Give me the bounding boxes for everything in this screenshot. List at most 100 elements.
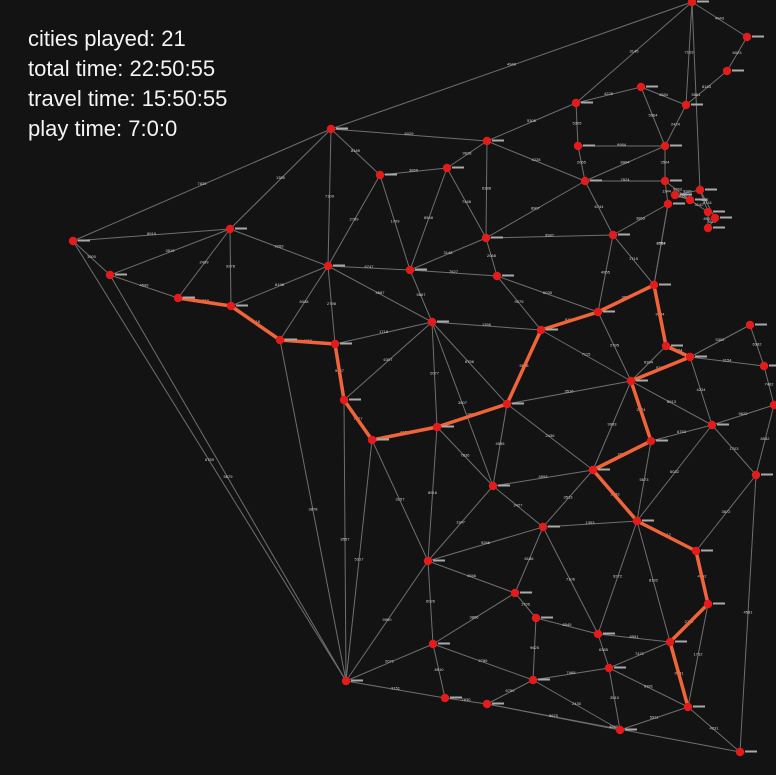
city-marker[interactable] (330, 339, 340, 349)
road-distance-label: 6394 (644, 360, 654, 365)
city-marker[interactable] (661, 341, 671, 351)
city-marker[interactable] (68, 236, 78, 246)
city-marker[interactable] (769, 400, 776, 410)
city-marker[interactable] (742, 32, 752, 42)
city-marker[interactable] (339, 395, 349, 405)
city-marker[interactable] (687, 0, 697, 7)
city-marker[interactable] (703, 223, 713, 233)
play-time-stat: play time: 7:0:0 (28, 116, 178, 141)
city-marker[interactable] (481, 233, 491, 243)
road-edge (330, 128, 488, 142)
road-edge (612, 234, 655, 286)
city-marker[interactable] (632, 516, 642, 526)
city-name-label (680, 193, 692, 196)
road-edge (640, 86, 666, 147)
road-distance-label: 4593 (539, 474, 549, 479)
city-marker[interactable] (615, 725, 625, 735)
road-distance-label: 3157 (396, 497, 406, 502)
city-marker[interactable] (571, 98, 581, 108)
city-marker[interactable] (703, 207, 713, 217)
city-marker[interactable] (751, 470, 761, 480)
city-marker[interactable] (608, 230, 618, 240)
road-edge (699, 189, 716, 219)
city-marker[interactable] (531, 613, 541, 623)
city-marker[interactable] (482, 136, 492, 146)
city-marker[interactable] (670, 190, 680, 200)
city-marker[interactable] (580, 176, 590, 186)
city-marker[interactable] (710, 213, 720, 223)
city-marker[interactable] (326, 124, 336, 134)
city-marker[interactable] (593, 307, 603, 317)
city-marker[interactable] (488, 481, 498, 491)
city-marker[interactable] (636, 82, 646, 92)
road-edge (612, 203, 669, 236)
city-marker[interactable] (482, 699, 492, 709)
city-marker[interactable] (341, 676, 351, 686)
city-marker[interactable] (707, 420, 717, 430)
city-marker[interactable] (663, 199, 673, 209)
city-marker[interactable] (536, 325, 546, 335)
city-marker[interactable] (665, 637, 675, 647)
city-marker[interactable] (745, 320, 755, 330)
road-edge (691, 1, 701, 191)
city-marker[interactable] (375, 170, 385, 180)
city-marker[interactable] (735, 747, 745, 757)
road-distance-label: 9628 (463, 151, 473, 156)
city-marker[interactable] (226, 301, 236, 311)
city-marker[interactable] (423, 556, 433, 566)
road-distance-label: 8545 (563, 622, 573, 627)
road-distance-label: 6032 (670, 469, 680, 474)
city-marker[interactable] (703, 599, 713, 609)
city-marker[interactable] (367, 435, 377, 445)
city-marker[interactable] (604, 663, 614, 673)
city-marker[interactable] (593, 629, 603, 639)
city-marker[interactable] (538, 522, 548, 532)
road-edge (432, 592, 516, 645)
city-marker[interactable] (405, 265, 415, 275)
city-marker[interactable] (225, 224, 235, 234)
city-marker[interactable] (695, 185, 705, 195)
city-marker[interactable] (646, 436, 656, 446)
city-marker[interactable] (588, 465, 598, 475)
city-marker[interactable] (759, 361, 769, 371)
city-marker[interactable] (173, 293, 183, 303)
city-marker[interactable] (683, 702, 693, 712)
city-marker[interactable] (573, 141, 583, 151)
road-edge (640, 86, 687, 106)
city-marker[interactable] (685, 352, 695, 362)
road-edge (109, 274, 347, 682)
city-marker[interactable] (685, 195, 695, 205)
city-marker[interactable] (691, 546, 701, 556)
city-marker[interactable] (722, 66, 732, 76)
road-edge (608, 641, 671, 669)
city-marker[interactable] (105, 270, 115, 280)
city-name-label (581, 101, 593, 104)
road-distance-label: 3504 (661, 160, 671, 165)
road-edge (542, 469, 594, 528)
city-marker[interactable] (440, 693, 450, 703)
road-distance-label: 2068 (487, 253, 497, 258)
road-distance-label: 4943 (715, 16, 725, 21)
city-marker[interactable] (442, 163, 452, 173)
city-marker[interactable] (492, 271, 502, 281)
city-marker[interactable] (275, 335, 285, 345)
road-edge (711, 424, 757, 476)
city-marker[interactable] (427, 317, 437, 327)
city-marker[interactable] (432, 422, 442, 432)
city-marker[interactable] (323, 261, 333, 271)
city-marker[interactable] (660, 176, 670, 186)
road-edge (506, 403, 594, 471)
road-distance-label: 9625 (530, 645, 540, 650)
city-marker[interactable] (626, 376, 636, 386)
city-marker[interactable] (660, 141, 670, 151)
city-name-label (438, 642, 450, 645)
city-name-label (78, 239, 90, 242)
city-name-label (656, 439, 668, 442)
city-marker[interactable] (528, 675, 538, 685)
city-marker[interactable] (649, 280, 659, 290)
road-edge (486, 679, 534, 705)
city-marker[interactable] (428, 639, 438, 649)
city-marker[interactable] (681, 100, 691, 110)
city-marker[interactable] (510, 588, 520, 598)
city-marker[interactable] (502, 399, 512, 409)
